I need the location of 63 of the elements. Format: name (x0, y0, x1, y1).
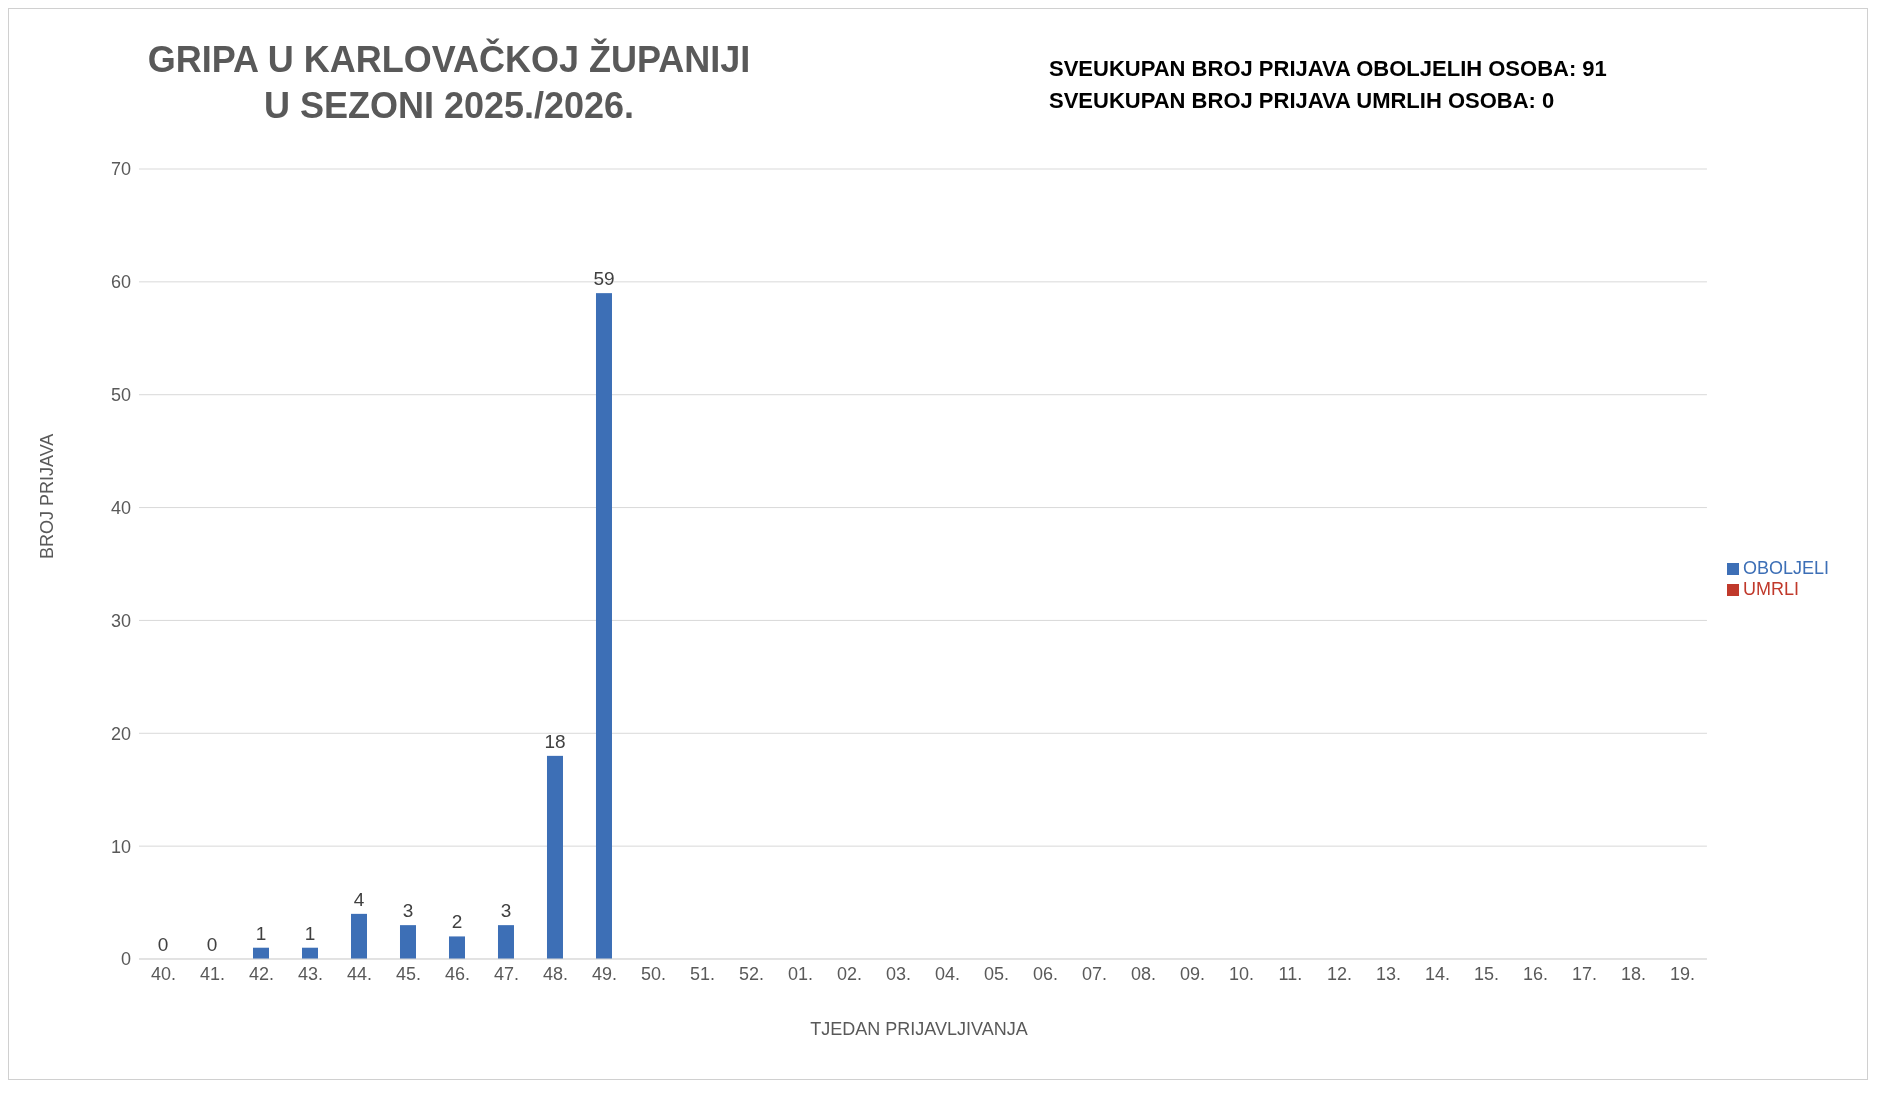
x-tick-label: 18. (1620, 963, 1646, 984)
data-label: 1 (304, 922, 316, 944)
data-label: 3 (402, 900, 414, 922)
legend-label: UMRLI (1742, 579, 1799, 599)
x-tick-label: 16. (1522, 963, 1548, 984)
bar (546, 755, 563, 959)
legend-label: OBOLJELI (1742, 558, 1829, 578)
x-tick-label: 47. (493, 963, 519, 984)
x-tick-label: 05. (983, 963, 1009, 984)
bar (350, 913, 367, 959)
y-tick-label: 50 (110, 385, 131, 406)
data-label: 3 (500, 900, 512, 922)
x-axis-title: TJEDAN PRIJAVLJIVANJA (809, 1019, 1029, 1040)
x-tick-label: 09. (1179, 963, 1205, 984)
x-tick-label: 43. (297, 963, 324, 984)
x-tick-label: 15. (1473, 963, 1499, 984)
x-tick-label: 44. (346, 963, 373, 984)
x-tick-label: 19. (1669, 963, 1695, 984)
x-tick-label: 03. (885, 963, 911, 984)
x-tick-label: 40. (150, 963, 177, 984)
data-label: 18 (544, 730, 566, 752)
x-tick-label: 04. (934, 963, 960, 984)
data-label: 59 (593, 268, 615, 290)
text: SVEUKUPAN BROJ PRIJAVA UMRLIH OSOBA: 0 (1049, 87, 1556, 115)
x-tick-label: 42. (248, 963, 275, 984)
x-tick-label: 51. (689, 963, 715, 984)
x-tick-label: 45. (395, 963, 422, 984)
x-tick-label: 50. (640, 963, 666, 984)
x-tick-label: 02. (836, 963, 862, 984)
x-tick-label: 52. (738, 963, 764, 984)
x-tick-label: 10. (1228, 963, 1254, 984)
x-tick-label: 01. (787, 963, 813, 984)
chart-title: GRIPA U KARLOVAČKOJ ŽUPANIJI U SEZONI 2025./2026. (146, 37, 752, 128)
y-tick-label: 0 (120, 949, 131, 970)
data-label: 0 (206, 934, 218, 955)
y-axis-title: BROJ PRIJAVA (37, 433, 58, 559)
x-tick-label: 48. (542, 963, 568, 984)
x-tick-label: 06. (1032, 963, 1058, 984)
y-tick-label: 30 (110, 610, 131, 631)
x-tick-label: 41. (199, 963, 226, 984)
y-tick-label: 10 (110, 836, 131, 857)
bar (497, 925, 514, 959)
x-tick-label: 08. (1130, 963, 1156, 984)
y-tick-label: 70 (110, 159, 131, 180)
x-tick-label: 17. (1571, 963, 1597, 984)
y-tick-label: 60 (110, 272, 131, 293)
x-tick-label: 14. (1424, 963, 1450, 984)
text: SVEUKUPAN BROJ PRIJAVA OBOLJELIH OSOBA: 91 (1049, 55, 1607, 83)
x-tick-label: 07. (1081, 963, 1107, 984)
x-tick-label: 13. (1375, 963, 1401, 984)
x-tick-label: 12. (1326, 963, 1352, 984)
data-label: 4 (353, 888, 365, 910)
y-tick-label: 20 (110, 723, 131, 744)
data-label: 0 (157, 934, 169, 955)
bar (448, 936, 465, 959)
x-tick-label: 49. (591, 963, 617, 984)
data-label: 1 (255, 922, 267, 944)
bar (595, 293, 612, 959)
x-tick-label: 46. (444, 963, 471, 984)
bar (399, 925, 416, 959)
y-tick-label: 40 (110, 497, 131, 518)
data-label: 2 (451, 911, 463, 933)
x-tick-label: 11. (1278, 963, 1303, 984)
